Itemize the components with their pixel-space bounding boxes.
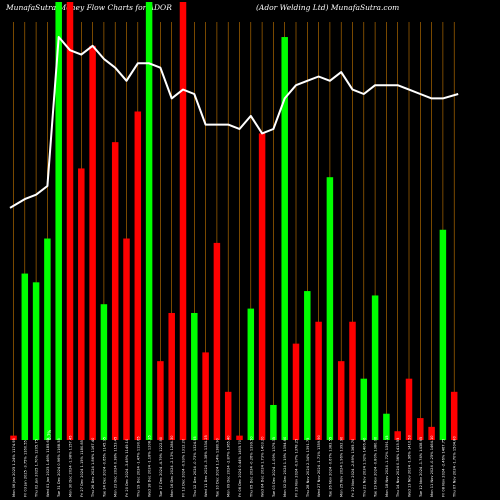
- x-tick-label: Thu 07 Nov 2024 -1.70% 1504.80: [453, 436, 457, 498]
- money-flow-bar: [202, 352, 209, 440]
- x-tick-label: Mon 25 Nov 2024 1.96% 1392.90: [340, 436, 344, 497]
- x-tick-label: Thu 19 Dec 2024 -1.47% 1190.65: [136, 436, 140, 498]
- x-tick-label: Wed 04 Dec 2024 1.73% 1403.20: [261, 436, 265, 497]
- money-flow-bar: [337, 361, 345, 440]
- money-flow-bar: [405, 378, 413, 440]
- money-flow-bar: [360, 378, 368, 440]
- x-tick-label: Thu 12 Dec 2024 -0.73% 1324.55: [193, 436, 197, 498]
- money-flow-bar: [450, 391, 458, 440]
- x-tick-label: Tue 26 Nov 2024 -0.67% 1383.55: [328, 437, 332, 498]
- x-tick-label: Mon 23 Dec 2024 0.38% 1153.45: [114, 437, 118, 497]
- money-flow-bar: [371, 295, 379, 440]
- bar-series: [10, 2, 458, 441]
- x-tick-label: Mon 30 Dec 2024 -1.98% 1157.45: [69, 435, 73, 497]
- x-tick-labels: Mon 06 Jan 2025 1.24% 1174.95 Fri 03 Jan …: [12, 434, 457, 498]
- x-tick-label: Tue 19 Nov 2024 -0.80% 1380.00: [374, 436, 378, 498]
- money-flow-bar: [224, 391, 232, 440]
- x-tick-label: Tue 10 Dec 2024 1.14% 1380.90: [215, 437, 219, 498]
- x-tick-label: Tue 03 Dec 2024 -1.09% 1379.35: [272, 437, 276, 498]
- x-tick-label: Mon 06 Jan 2025 1.24% 1174.95: [12, 438, 16, 497]
- x-tick-label: Tue 31 Dec 2024 0.96% 1168.55: [57, 438, 61, 498]
- price-line: [9, 36, 459, 209]
- x-tick-label: Mon 18 Nov 2024 -1.72% 1391.15: [385, 435, 389, 497]
- money-flow-bar: [304, 291, 311, 440]
- x-tick-label: Fri 22 Nov 2024 -2.89% 1365.70: [351, 438, 355, 497]
- money-flow-bar: [134, 111, 142, 440]
- x-tick-label: Mon 11 Nov 2024 -0.25% 1464.10: [430, 435, 434, 497]
- x-tick-label: Thu 21 Nov 2024 1.92% 1406.40: [362, 437, 366, 498]
- money-flow-bar: [247, 308, 255, 440]
- money-flow-bar: [10, 435, 17, 440]
- money-flow-bar: [326, 177, 334, 440]
- money-flow-bar: [21, 273, 29, 440]
- x-tick-label: Mon 09 Dec 2024 -2.87% 1365.40: [227, 435, 231, 497]
- x-tick-label: Tue 12 Nov 2024 -1.74% 1438.65: [419, 437, 423, 498]
- money-flow-bar: [44, 238, 51, 440]
- x-tick-label: Fri 27 Dec 2024 1.15% 1180.85: [80, 440, 84, 497]
- x-tick-label: Fri 29 Nov 2024 -0.97% 1378.25: [295, 439, 299, 497]
- money-flow-bar: [236, 435, 243, 440]
- x-tick-label: Wed 13 Nov 2024 -1.96% 1410.50: [408, 434, 412, 497]
- money-flow-bar: [270, 404, 277, 440]
- x-tick-label: Thu 26 Dec 2024 1.86% 1167.40: [91, 437, 95, 498]
- money-flow-bar: [55, 2, 62, 440]
- money-flow-bar: [191, 312, 198, 440]
- money-flow-bar: [213, 242, 221, 440]
- money-flow-bar: [78, 168, 85, 440]
- money-flow-bar: [66, 2, 74, 440]
- money-flow-bar: [111, 142, 119, 440]
- money-flow-bar: [349, 321, 356, 440]
- x-tick-label: Wed 18 Dec 2024 -1.18% 1208.35: [148, 435, 152, 497]
- money-flow-bar: [32, 282, 40, 440]
- x-tick-label: Fri 20 Dec 2024 -3.49% 1149.10: [125, 438, 129, 497]
- x-tick-label: Wed 11 Dec 2024 -3.38% 1334.25: [204, 435, 208, 497]
- x-tick-label: Thu 28 Nov 2024 2.34% 1391.75: [306, 438, 310, 498]
- price-line-series: [9, 36, 459, 209]
- x-tick-label: Wed 27 Nov 2024 -1.71% 1359.90: [317, 434, 321, 497]
- x-tick-label: Mon 16 Dec 2024 -2.13% 1284.30: [170, 435, 174, 497]
- money-flow-bar: [417, 418, 424, 440]
- money-flow-bar: [281, 37, 288, 440]
- money-flow-bar: [292, 343, 300, 440]
- money-flow-bar: [157, 361, 164, 440]
- x-tick-label: Tue 24 Dec 2024 -0.65% 1145.95: [102, 437, 106, 498]
- money-flow-bar: [100, 304, 108, 440]
- x-tick-label: Thu 02 Jan 2025 1.70% 1205.75: [35, 439, 39, 498]
- money-flow-bar: [179, 2, 187, 440]
- x-tick-label: Fri 08 Nov 2024 -2.46% 1467.75: [441, 439, 445, 497]
- money-flow-bar: [394, 431, 401, 440]
- x-tick-label: Thu 14 Nov 2024 0.36% 1415.55: [396, 438, 400, 498]
- x-tick-label: Thu 05 Dec 2024 -0.26% 1399.50: [249, 436, 253, 498]
- money-flow-bar: [428, 426, 435, 440]
- money-flow-bar: [258, 133, 266, 440]
- money-flow-bar: [89, 45, 96, 441]
- x-tick-label: Tue 17 Dec 2024 -4.79% 1222.80: [159, 436, 163, 498]
- x-tick-label: Fri 06 Dec 2024 0.44% 1405.70: [238, 439, 242, 497]
- money-flow-bar: [439, 229, 447, 440]
- money-flow-bar: [168, 312, 175, 440]
- x-tick-label: Wed 01 Jan 2025 1.46% 1185.65: [46, 438, 50, 497]
- note-label: 0.7%: [47, 430, 52, 440]
- money-flow-bar: [315, 321, 322, 440]
- money-flow-bar: [123, 238, 130, 440]
- x-tick-label: Mon 02 Dec 2024 1.19% 1394.60: [283, 436, 287, 497]
- money-flow-bar: [145, 2, 153, 440]
- header-left: MunafaSutra Money Flow Charts for ADOR: [6, 3, 172, 12]
- x-tick-label: Fri 03 Jan 2025 -3.75% 1160.55: [23, 440, 27, 497]
- x-tick-label: Fri 13 Dec 2024 -0.93% 1312.20: [182, 438, 186, 497]
- header-right: (Ador Welding Ltd) MunafaSutra.com: [256, 3, 400, 12]
- money-flow-bar: [383, 413, 390, 440]
